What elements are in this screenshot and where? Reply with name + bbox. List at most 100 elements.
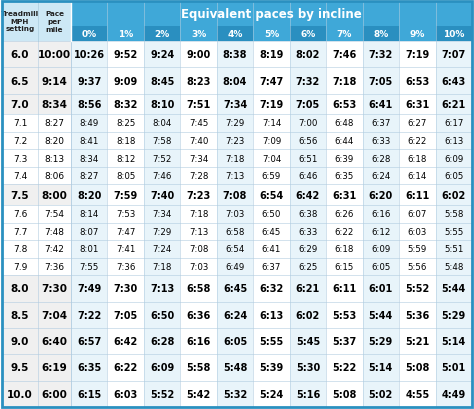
- Text: 4:49: 4:49: [442, 389, 466, 399]
- Bar: [108, 185, 144, 205]
- Text: 6:42: 6:42: [114, 336, 138, 346]
- Bar: [253, 133, 290, 150]
- Text: 6:45: 6:45: [223, 284, 247, 294]
- Bar: [2, 94, 71, 115]
- Text: 8:01: 8:01: [80, 245, 99, 254]
- Bar: [290, 185, 326, 205]
- Text: 8:00: 8:00: [42, 190, 67, 200]
- Text: 5:29: 5:29: [442, 310, 466, 320]
- Text: 7:49: 7:49: [77, 284, 101, 294]
- Bar: [363, 205, 399, 223]
- Bar: [71, 276, 108, 302]
- Text: 7:47: 7:47: [259, 76, 283, 86]
- Text: 3%: 3%: [191, 30, 206, 39]
- Bar: [399, 150, 436, 168]
- Text: 6:25: 6:25: [298, 262, 318, 271]
- Bar: [217, 150, 253, 168]
- Text: 6:53: 6:53: [405, 76, 429, 86]
- Text: 7:54: 7:54: [45, 210, 64, 219]
- Text: 6:48: 6:48: [335, 119, 354, 128]
- Bar: [144, 205, 181, 223]
- Bar: [181, 205, 217, 223]
- Text: 6:41: 6:41: [262, 245, 281, 254]
- Bar: [181, 381, 217, 407]
- Text: 8:05: 8:05: [116, 172, 136, 181]
- Bar: [436, 258, 472, 276]
- Text: 6:00: 6:00: [42, 389, 67, 399]
- Text: 9:09: 9:09: [114, 76, 138, 86]
- Text: 8%: 8%: [373, 30, 389, 39]
- Text: 6:53: 6:53: [332, 100, 356, 110]
- Bar: [290, 42, 326, 68]
- Bar: [217, 240, 253, 258]
- Text: 8:19: 8:19: [259, 50, 283, 60]
- Text: 7.9: 7.9: [13, 262, 27, 271]
- Text: 5:42: 5:42: [186, 389, 211, 399]
- Text: 5:39: 5:39: [259, 363, 283, 373]
- Bar: [399, 168, 436, 185]
- Bar: [181, 185, 217, 205]
- Text: 6:15: 6:15: [77, 389, 101, 399]
- Text: 6:18: 6:18: [335, 245, 354, 254]
- Text: 6:31: 6:31: [332, 190, 356, 200]
- Bar: [181, 68, 217, 94]
- Text: 7:03: 7:03: [189, 262, 208, 271]
- Text: 5:55: 5:55: [444, 227, 464, 236]
- Text: 7:04: 7:04: [41, 310, 68, 320]
- Bar: [144, 115, 181, 133]
- Bar: [181, 276, 217, 302]
- Text: 5:45: 5:45: [296, 336, 320, 346]
- Text: 8:06: 8:06: [45, 172, 64, 181]
- Text: 9:52: 9:52: [114, 50, 138, 60]
- Bar: [436, 115, 472, 133]
- Bar: [290, 68, 326, 94]
- Bar: [363, 185, 399, 205]
- Text: 6:29: 6:29: [298, 245, 318, 254]
- Bar: [290, 150, 326, 168]
- Bar: [181, 168, 217, 185]
- Bar: [290, 133, 326, 150]
- Text: 5:58: 5:58: [186, 363, 211, 373]
- Bar: [181, 355, 217, 381]
- Text: 5:24: 5:24: [259, 389, 283, 399]
- Bar: [363, 240, 399, 258]
- Text: 9%: 9%: [410, 30, 425, 39]
- Bar: [144, 355, 181, 381]
- Bar: [108, 302, 144, 328]
- Text: 8:20: 8:20: [45, 137, 64, 146]
- Text: 7:58: 7:58: [153, 137, 172, 146]
- Text: 6:35: 6:35: [335, 172, 354, 181]
- Text: 10:00: 10:00: [38, 50, 71, 60]
- Bar: [290, 355, 326, 381]
- Bar: [71, 115, 108, 133]
- Bar: [181, 27, 217, 42]
- Bar: [399, 223, 436, 240]
- Text: 6:05: 6:05: [444, 172, 464, 181]
- Bar: [290, 381, 326, 407]
- Bar: [399, 328, 436, 355]
- Text: 8:38: 8:38: [223, 50, 247, 60]
- Bar: [71, 150, 108, 168]
- Text: 5:30: 5:30: [296, 363, 320, 373]
- Text: 6:02: 6:02: [442, 190, 466, 200]
- Text: 7:28: 7:28: [189, 172, 208, 181]
- Text: Treadmill
MPH
setting: Treadmill MPH setting: [1, 11, 39, 32]
- Text: 6:37: 6:37: [371, 119, 391, 128]
- Bar: [181, 115, 217, 133]
- Bar: [363, 381, 399, 407]
- Bar: [144, 258, 181, 276]
- Bar: [181, 150, 217, 168]
- Text: 6:49: 6:49: [226, 262, 245, 271]
- Text: 9:37: 9:37: [77, 76, 101, 86]
- Text: 6:28: 6:28: [371, 154, 391, 163]
- Bar: [290, 328, 326, 355]
- Text: 7:19: 7:19: [259, 100, 283, 110]
- Text: 7:29: 7:29: [153, 227, 172, 236]
- Text: 6:28: 6:28: [150, 336, 174, 346]
- Text: 8:27: 8:27: [80, 172, 99, 181]
- Text: 7:13: 7:13: [225, 172, 245, 181]
- Text: 6%: 6%: [301, 30, 316, 39]
- Bar: [2, 240, 71, 258]
- Text: 5:55: 5:55: [259, 336, 283, 346]
- Text: 7:13: 7:13: [189, 227, 208, 236]
